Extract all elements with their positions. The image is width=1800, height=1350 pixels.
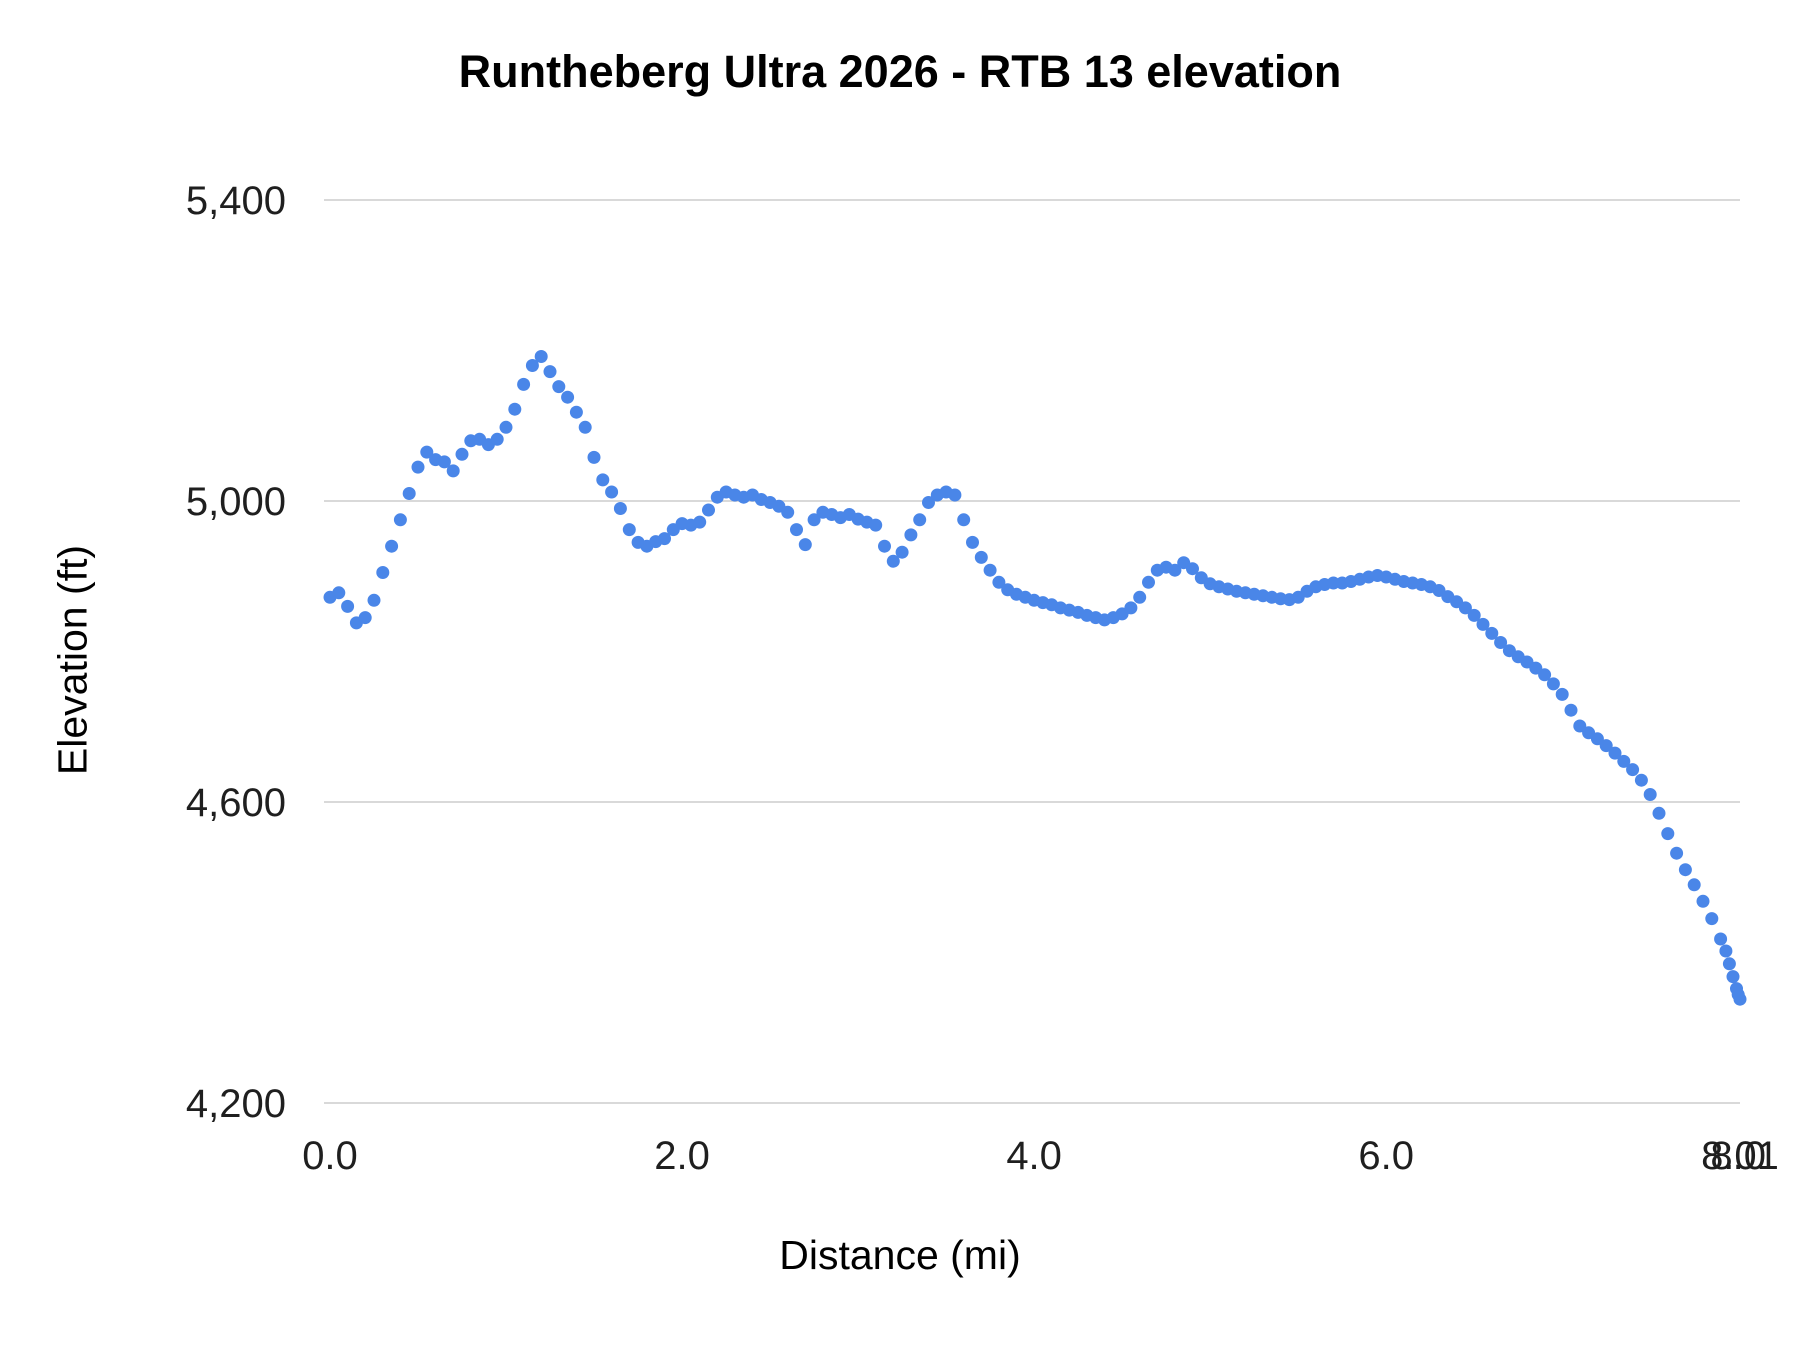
x-tick-label: 4.0 (1006, 1134, 1062, 1178)
data-point (358, 611, 372, 625)
data-point (1670, 846, 1684, 860)
data-point (1617, 754, 1631, 768)
data-point (1599, 739, 1613, 753)
data-point (508, 402, 522, 416)
data-point (886, 554, 900, 568)
data-point (1733, 992, 1747, 1006)
data-point (798, 538, 812, 552)
data-point (1564, 703, 1578, 717)
data-point (385, 539, 399, 553)
data-point (578, 420, 592, 434)
data-point (1608, 746, 1622, 760)
data-point (869, 518, 883, 532)
data-point (605, 485, 619, 499)
data-point (332, 586, 346, 600)
data-point (1124, 601, 1138, 615)
data-point (517, 377, 531, 391)
x-tick-label: 0.0 (302, 1134, 358, 1178)
data-point (974, 550, 988, 564)
data-point (1705, 912, 1719, 926)
data-point (895, 545, 909, 559)
data-point (1626, 763, 1640, 777)
data-point (455, 447, 469, 461)
data-point (913, 513, 927, 527)
y-tick-label: 5,000 (186, 480, 286, 524)
data-point (587, 450, 601, 464)
data-point (543, 365, 557, 379)
data-point (420, 445, 434, 459)
data-point (1573, 719, 1587, 733)
data-point (1186, 562, 1199, 576)
data-point (807, 513, 821, 527)
data-point (499, 420, 513, 434)
y-tick-label: 5,400 (186, 179, 286, 223)
data-point (693, 515, 707, 529)
y-tick-label: 4,600 (186, 781, 286, 825)
data-point (1652, 806, 1666, 820)
data-point (992, 575, 1006, 589)
data-point (1590, 732, 1604, 746)
data-point (437, 455, 451, 469)
data-point (367, 593, 381, 607)
data-point (1678, 863, 1692, 877)
data-point (411, 460, 425, 474)
data-point (1458, 601, 1472, 615)
data-point (341, 599, 355, 613)
data-point (1529, 661, 1543, 675)
data-point (1719, 944, 1733, 958)
data-point (1555, 687, 1569, 701)
data-point (781, 505, 795, 519)
y-tick-label: 4,200 (186, 1082, 286, 1126)
data-point (966, 535, 979, 549)
data-point (1661, 827, 1675, 841)
data-point (402, 487, 416, 500)
data-point (948, 488, 962, 502)
data-point (1168, 563, 1182, 577)
data-point (1538, 668, 1552, 682)
data-point (957, 513, 971, 527)
x-tick-label: 8.01 (1701, 1134, 1779, 1178)
chart-title: Runtheberg Ultra 2026 - RTB 13 elevation (458, 46, 1342, 97)
data-point (1634, 773, 1648, 787)
data-point (613, 502, 627, 515)
data-point (1687, 878, 1701, 892)
data-point (790, 523, 803, 537)
data-point (1476, 617, 1490, 631)
data-point (446, 464, 460, 478)
data-point (490, 432, 504, 446)
data-point (983, 563, 997, 577)
data-point (561, 390, 575, 404)
data-point (393, 513, 407, 527)
data-point (569, 405, 583, 419)
data-point (922, 496, 935, 509)
data-point (534, 350, 548, 363)
data-point (596, 473, 610, 487)
data-point (1726, 970, 1740, 984)
data-point (1722, 957, 1736, 971)
data-point (904, 528, 918, 542)
data-point (525, 359, 539, 372)
x-axis-title: Distance (mi) (779, 1232, 1021, 1278)
data-point (622, 523, 636, 537)
data-point (1546, 677, 1560, 691)
data-point (1696, 894, 1710, 908)
data-point (1494, 636, 1508, 649)
data-point (702, 503, 715, 517)
data-point (376, 566, 390, 579)
data-point (552, 380, 566, 394)
data-point (1467, 608, 1481, 622)
data-point (1714, 932, 1728, 946)
data-point (878, 539, 891, 553)
data-point (1485, 626, 1499, 640)
data-point (1142, 575, 1155, 589)
data-point (1643, 788, 1657, 801)
x-tick-label: 6.0 (1358, 1134, 1414, 1178)
data-point (1133, 590, 1147, 604)
x-tick-label: 8.0 (1710, 1134, 1766, 1178)
data-point (658, 532, 671, 546)
x-tick-label: 2.0 (654, 1134, 710, 1178)
